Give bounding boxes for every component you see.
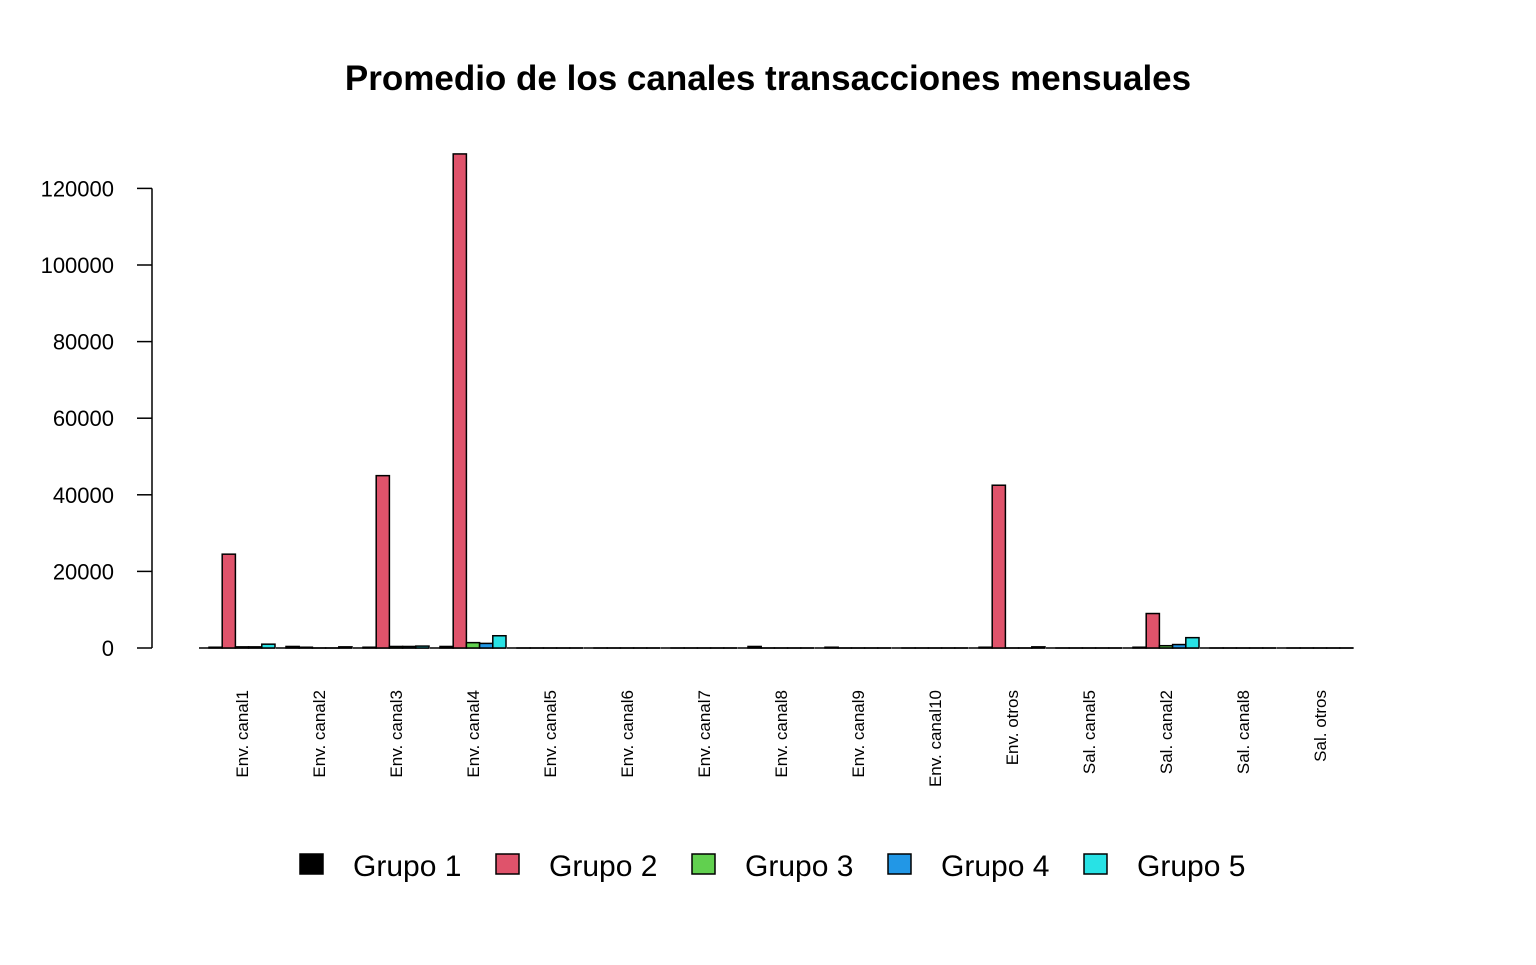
bar xyxy=(376,476,389,648)
bar xyxy=(480,643,493,648)
legend-label: Grupo 4 xyxy=(941,850,1049,883)
y-tick-label: 60000 xyxy=(53,406,114,431)
bar xyxy=(286,646,299,648)
x-tick-label: Env. canal3 xyxy=(387,690,406,778)
x-tick-label: Env. otros xyxy=(1003,690,1022,765)
y-tick-label: 80000 xyxy=(53,330,114,355)
y-axis: 0 20000 40000 60000 80000 100000 120000 xyxy=(41,176,152,661)
x-tick-label: Env. canal1 xyxy=(233,690,252,778)
bar xyxy=(466,643,479,648)
bar xyxy=(222,554,235,648)
x-axis-labels: Env. canal1 Env. canal2 Env. canal3 Env. ca… xyxy=(233,690,1330,787)
x-tick-label: Env. canal5 xyxy=(541,690,560,778)
bar xyxy=(1173,645,1186,648)
x-tick-label: Sal. otros xyxy=(1311,690,1330,762)
bar xyxy=(299,647,312,648)
bar xyxy=(209,647,222,648)
bar xyxy=(262,644,275,648)
bar xyxy=(403,646,416,648)
y-tick-label: 120000 xyxy=(41,176,114,201)
legend-swatch xyxy=(496,854,519,874)
legend: Grupo 1 Grupo 2 Grupo 3 Grupo 4 Grupo 5 xyxy=(300,850,1245,883)
x-tick-label: Env. canal2 xyxy=(310,690,329,778)
bar xyxy=(1146,614,1159,648)
bar xyxy=(493,636,506,648)
bar xyxy=(453,154,466,648)
chart-title: Promedio de los canales transacciones me… xyxy=(345,59,1191,98)
legend-label: Grupo 5 xyxy=(1137,850,1245,883)
legend-label: Grupo 2 xyxy=(549,850,657,883)
y-tick-label: 100000 xyxy=(41,253,114,278)
bar xyxy=(440,646,453,648)
bar xyxy=(1032,647,1045,648)
bar xyxy=(1133,647,1146,648)
x-tick-label: Env. canal8 xyxy=(772,690,791,778)
bar xyxy=(1186,638,1199,648)
bar xyxy=(992,485,1005,648)
bar xyxy=(825,647,838,648)
bar xyxy=(363,647,376,648)
legend-swatch xyxy=(888,854,911,874)
bar xyxy=(389,646,402,648)
x-tick-label: Env. canal4 xyxy=(464,690,483,778)
bar xyxy=(249,647,262,648)
bar xyxy=(979,647,992,648)
x-tick-label: Env. canal9 xyxy=(849,690,868,778)
y-tick-label: 0 xyxy=(102,636,114,661)
bar xyxy=(1159,646,1172,648)
bars-group xyxy=(199,154,1353,648)
x-tick-label: Env. canal10 xyxy=(926,690,945,787)
bar xyxy=(416,646,429,648)
legend-swatch xyxy=(300,854,323,874)
bar xyxy=(339,647,352,648)
legend-swatch xyxy=(1084,854,1107,874)
bar xyxy=(235,647,248,648)
x-tick-label: Sal. canal5 xyxy=(1080,690,1099,774)
y-tick-label: 40000 xyxy=(53,483,114,508)
legend-label: Grupo 1 xyxy=(353,850,461,883)
legend-label: Grupo 3 xyxy=(745,850,853,883)
legend-swatch xyxy=(692,854,715,874)
y-tick-label: 20000 xyxy=(53,559,114,584)
bar xyxy=(748,646,761,648)
x-tick-label: Env. canal6 xyxy=(618,690,637,778)
x-tick-label: Env. canal7 xyxy=(695,690,714,778)
x-tick-label: Sal. canal8 xyxy=(1234,690,1253,774)
x-tick-label: Sal. canal2 xyxy=(1157,690,1176,774)
